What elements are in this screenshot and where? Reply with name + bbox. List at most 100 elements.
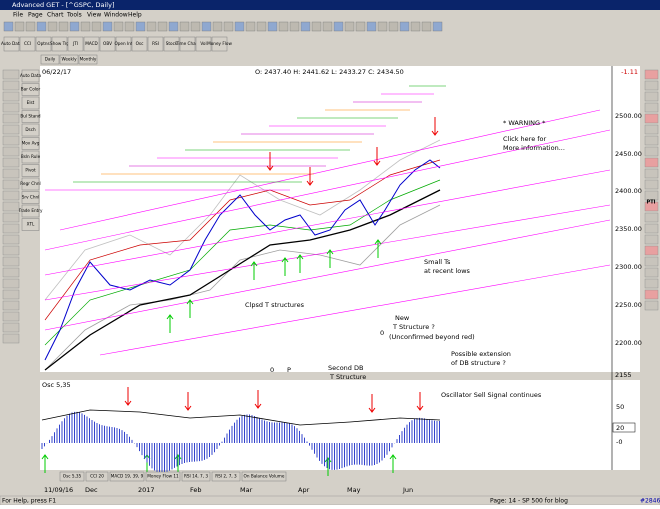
toolbar-button[interactable] — [19, 36, 36, 52]
toolbar-icon[interactable] — [421, 21, 432, 32]
right-icon[interactable] — [644, 267, 659, 278]
toolbar-button[interactable] — [83, 36, 100, 52]
left-icon[interactable] — [2, 234, 20, 245]
right-icon[interactable] — [644, 124, 659, 135]
toolbar-button[interactable] — [67, 36, 84, 52]
toolbar-icon[interactable] — [201, 21, 212, 32]
menu-item[interactable]: Tools — [66, 12, 82, 19]
period-tab[interactable] — [78, 54, 98, 65]
indicator-tab-label[interactable]: Money Flow 11 — [147, 474, 179, 479]
toolbar-icon[interactable] — [333, 21, 344, 32]
right-icon[interactable] — [644, 223, 659, 234]
right-icon[interactable] — [644, 278, 659, 289]
toolbar-icon[interactable] — [289, 21, 300, 32]
left-icon[interactable] — [2, 311, 20, 322]
annotation[interactable]: More information... — [503, 144, 565, 152]
indicator-tab[interactable] — [59, 471, 85, 482]
toolbar-button[interactable] — [163, 36, 180, 52]
toolbar-button-label[interactable]: Open Int — [114, 41, 132, 46]
toolbar-button-label[interactable]: MACD — [85, 41, 98, 46]
menu-item[interactable]: View — [87, 12, 101, 19]
left-icon[interactable] — [2, 168, 20, 179]
left-icon[interactable] — [2, 179, 20, 190]
toolbar-button-label[interactable]: Stock — [166, 41, 178, 46]
left-icon[interactable] — [2, 333, 20, 344]
right-icon[interactable] — [644, 234, 659, 245]
indicator-tab-label[interactable]: MACD 19, 39, 9 — [111, 474, 144, 479]
left-tool-button[interactable] — [21, 164, 40, 177]
toolbar-button-label[interactable]: OBV — [103, 41, 112, 46]
left-icon[interactable] — [2, 256, 20, 267]
toolbar-icon[interactable] — [410, 21, 421, 32]
toolbar-icon[interactable] — [36, 21, 47, 32]
indicator-tab[interactable] — [241, 471, 287, 482]
left-icon[interactable] — [2, 124, 20, 135]
annotation[interactable]: Click here for — [503, 135, 547, 143]
left-tool-button-label[interactable]: Auto Data — [20, 73, 41, 78]
annotation[interactable]: * WARNING * — [503, 119, 546, 127]
toolbar-button-label[interactable]: Auto Data — [1, 41, 22, 46]
right-icon[interactable] — [644, 256, 659, 267]
left-tool-button-label[interactable]: Elst — [27, 100, 35, 105]
indicator-tab-label[interactable]: RSI 2, 7, 3 — [215, 474, 237, 479]
indicator-tab[interactable] — [211, 471, 241, 482]
left-icon[interactable] — [2, 80, 20, 91]
toolbar-icon[interactable] — [256, 21, 267, 32]
left-tool-button-label[interactable]: Mov Avg — [22, 141, 40, 146]
right-icon[interactable] — [644, 80, 659, 91]
toolbar-icon[interactable] — [14, 21, 25, 32]
left-icon[interactable] — [2, 113, 20, 124]
right-icon[interactable] — [644, 113, 659, 124]
toolbar-icon[interactable] — [322, 21, 333, 32]
toolbar-icon[interactable] — [146, 21, 157, 32]
left-tool-button[interactable] — [21, 150, 40, 164]
left-icon[interactable] — [2, 223, 20, 234]
right-icon[interactable] — [644, 157, 659, 168]
toolbar-icon[interactable] — [124, 21, 135, 32]
toolbar-icon[interactable] — [157, 21, 168, 32]
period-tab-label[interactable]: Monthly — [80, 57, 97, 62]
toolbar-button-label[interactable]: Money Flow — [207, 41, 232, 46]
toolbar-button[interactable] — [131, 36, 148, 52]
left-tool-button-label[interactable]: Dsch — [25, 127, 36, 132]
left-icon[interactable] — [2, 157, 20, 168]
menu-item[interactable]: File — [13, 12, 23, 19]
left-tool-button-label[interactable]: Regr Chnl — [20, 181, 40, 186]
indicator-tab-label[interactable]: RSI 14, 7, 3 — [184, 474, 208, 479]
toolbar-button-label[interactable]: Optns — [37, 41, 49, 46]
toolbar-button[interactable] — [99, 36, 116, 52]
toolbar-button[interactable] — [3, 36, 20, 52]
toolbar-icon[interactable] — [3, 21, 14, 32]
indicator-tab[interactable] — [181, 471, 211, 482]
toolbar-button[interactable] — [179, 36, 196, 52]
toolbar-button-label[interactable]: RSI — [152, 41, 159, 46]
right-icon[interactable] — [644, 179, 659, 190]
left-tool-button[interactable] — [21, 204, 40, 218]
toolbar-button[interactable] — [147, 36, 164, 52]
toolbar-icon[interactable] — [168, 21, 179, 32]
toolbar-icon[interactable] — [135, 21, 146, 32]
right-icon[interactable] — [644, 146, 659, 157]
indicator-tab-label[interactable]: On Balance Volume — [244, 474, 285, 479]
toolbar-icon[interactable] — [311, 21, 322, 32]
toolbar-icon[interactable] — [190, 21, 201, 32]
left-tool-button[interactable] — [21, 123, 40, 137]
toolbar-button[interactable] — [51, 36, 68, 52]
toolbar-button[interactable] — [195, 36, 212, 52]
left-tool-button-label[interactable]: Trade Entry — [18, 208, 43, 213]
left-icon[interactable] — [2, 300, 20, 311]
period-tab[interactable] — [59, 54, 79, 65]
toolbar-icon[interactable] — [388, 21, 399, 32]
left-icon[interactable] — [2, 201, 20, 212]
left-icon[interactable] — [2, 278, 20, 289]
left-tool-button[interactable] — [21, 137, 40, 150]
toolbar-icon[interactable] — [113, 21, 124, 32]
left-icon[interactable] — [2, 245, 20, 256]
left-icon[interactable] — [2, 289, 20, 300]
left-tool-button[interactable] — [21, 96, 40, 110]
toolbar-icon[interactable] — [399, 21, 410, 32]
toolbar-button-label[interactable]: Show Trg — [50, 41, 69, 46]
toolbar-button-label[interactable]: CCI — [24, 41, 31, 46]
menu-item[interactable]: Page — [28, 12, 43, 19]
left-tool-button-label[interactable]: Bul Stand — [20, 114, 41, 119]
